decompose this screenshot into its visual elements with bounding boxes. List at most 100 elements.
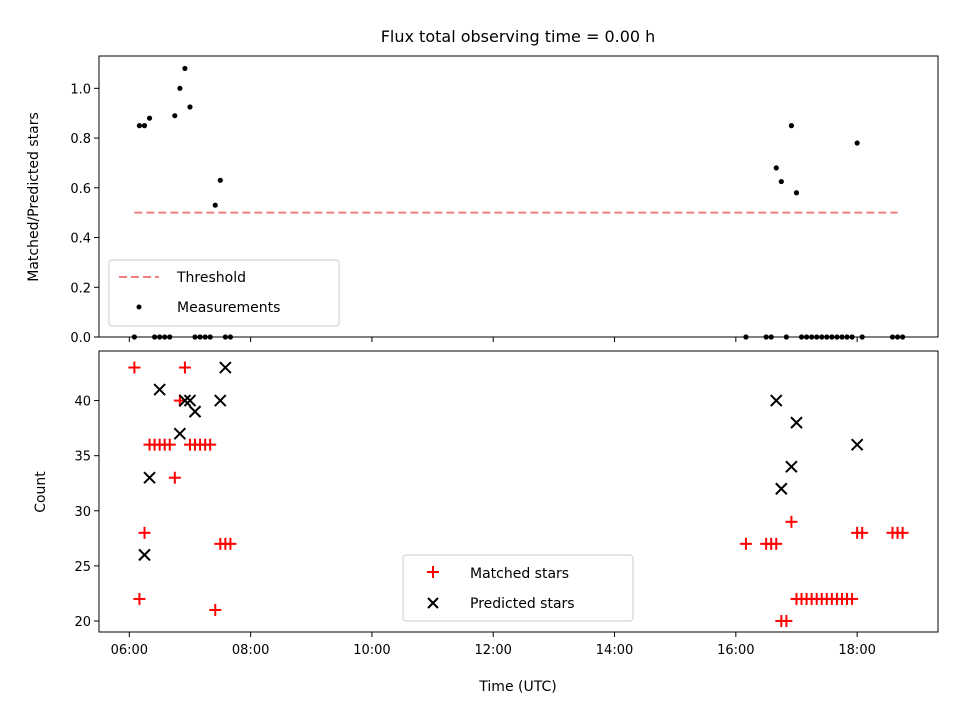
measurement-point xyxy=(844,334,850,340)
measurement-point xyxy=(809,334,815,340)
measurement-point xyxy=(157,334,163,340)
ratio-x-axis xyxy=(128,337,858,342)
y-tick-label: 35 xyxy=(74,450,91,465)
measurement-point xyxy=(854,140,860,146)
x-tick-label: 10:00 xyxy=(353,643,390,658)
measurement-point xyxy=(182,65,188,72)
x-tick-label: 12:00 xyxy=(474,643,511,658)
predicted-stars-point xyxy=(153,383,166,396)
measurement-point xyxy=(900,334,906,340)
measurement-point xyxy=(167,334,173,340)
count-plot-area xyxy=(128,361,909,627)
legend-threshold-label: Threshold xyxy=(176,270,246,286)
legend-measurements-label: Measurements xyxy=(177,300,280,316)
count-legend-box xyxy=(402,554,634,622)
y-tick-label: 30 xyxy=(74,505,91,520)
measurement-point xyxy=(202,334,208,340)
predicted-stars-point xyxy=(770,394,783,407)
ratio-y-axis: 0.0 0.2 0.4 0.6 0.8 1.0 xyxy=(70,82,99,346)
y-tick-label: 25 xyxy=(74,560,91,575)
measurement-point xyxy=(151,334,158,340)
matched-stars-point xyxy=(133,592,146,605)
ratio-legend: Threshold Measurements xyxy=(108,259,340,327)
measurement-point xyxy=(222,334,228,340)
measurement-point xyxy=(889,334,896,340)
matched-stars-point xyxy=(739,537,752,550)
y-tick-label: 40 xyxy=(74,395,91,410)
measurement-point xyxy=(894,334,901,340)
measurement-point xyxy=(803,334,810,340)
measurement-point xyxy=(829,334,835,340)
legend-predicted-label: Predicted stars xyxy=(470,596,575,612)
y-tick-label: 0.0 xyxy=(70,331,91,346)
predicted-stars-point xyxy=(790,416,803,429)
y-tick-label: 1.0 xyxy=(70,82,91,97)
measurement-point xyxy=(814,334,820,340)
measurement-point xyxy=(819,334,825,340)
measurement-point xyxy=(212,202,218,208)
count-x-axis-label: Time (UTC) xyxy=(478,679,556,695)
measurement-point xyxy=(849,334,855,340)
measurement-point xyxy=(859,334,865,340)
legend-matched-label: Matched stars xyxy=(470,566,569,582)
ratio-legend-box xyxy=(108,259,340,327)
y-tick-label: 0.6 xyxy=(70,182,91,197)
matched-stars-point xyxy=(896,526,909,539)
predicted-stars-point xyxy=(214,394,227,407)
measurement-point xyxy=(131,334,137,340)
measurement-point xyxy=(192,334,198,340)
matched-stars-point xyxy=(224,537,237,550)
ratio-panel: Flux total observing time = 0.00 h 0.00.… xyxy=(26,27,939,346)
y-tick-label: 20 xyxy=(74,615,91,630)
y-tick-label: 0.4 xyxy=(70,232,91,247)
measurement-point xyxy=(177,85,183,91)
measurement-point xyxy=(834,334,840,340)
measurement-point xyxy=(793,190,800,196)
measurement-point xyxy=(743,334,749,340)
measurement-point xyxy=(778,178,784,185)
ratio-plot-frame xyxy=(98,55,939,338)
legend-measurements-swatch xyxy=(136,304,142,310)
matched-stars-point xyxy=(178,361,191,374)
matched-stars-point xyxy=(780,614,793,627)
x-tick-label: 18:00 xyxy=(838,643,875,658)
measurement-point xyxy=(839,334,845,340)
predicted-stars-point xyxy=(188,405,202,418)
measurement-point xyxy=(773,165,779,171)
x-tick-label: 14:00 xyxy=(596,643,633,658)
matched-stars-point xyxy=(138,526,151,539)
measurement-point xyxy=(217,177,223,183)
matched-stars-point xyxy=(846,592,859,605)
matched-stars-point xyxy=(785,515,798,528)
predicted-stars-point xyxy=(138,548,151,562)
y-tick-label: 0.2 xyxy=(70,281,91,296)
measurement-point xyxy=(788,123,795,129)
count-legend: Matched stars Predicted stars xyxy=(402,554,634,622)
legend-predicted-swatch xyxy=(427,597,439,609)
matched-stars-point xyxy=(856,526,869,539)
measurement-point xyxy=(768,334,774,340)
legend-matched-swatch xyxy=(427,566,439,578)
count-y-axis: 20 25 30 35 40 xyxy=(74,395,99,630)
x-tick-label: 08:00 xyxy=(232,643,269,658)
count-x-axis: 06:00 08:00 10:00 12:00 14:00 16:00 18:00 xyxy=(111,632,876,658)
matched-stars-point xyxy=(209,603,222,616)
matched-stars-point xyxy=(128,361,141,374)
measurement-point xyxy=(798,334,805,340)
measurement-point xyxy=(783,334,789,340)
measurement-point xyxy=(162,334,168,340)
x-tick-label: 16:00 xyxy=(717,643,754,658)
matched-stars-point xyxy=(163,438,176,451)
predicted-stars-point xyxy=(143,471,156,484)
matched-stars-point xyxy=(204,438,217,451)
predicted-stars-point xyxy=(219,361,232,374)
measurement-point xyxy=(207,334,213,340)
measurement-point xyxy=(824,334,830,340)
measurement-point xyxy=(136,123,143,129)
measurement-point xyxy=(227,334,234,340)
x-tick-label: 06:00 xyxy=(111,643,148,658)
predicted-stars-point xyxy=(183,394,197,407)
count-plot-frame xyxy=(98,350,939,633)
measurement-point xyxy=(763,334,769,340)
